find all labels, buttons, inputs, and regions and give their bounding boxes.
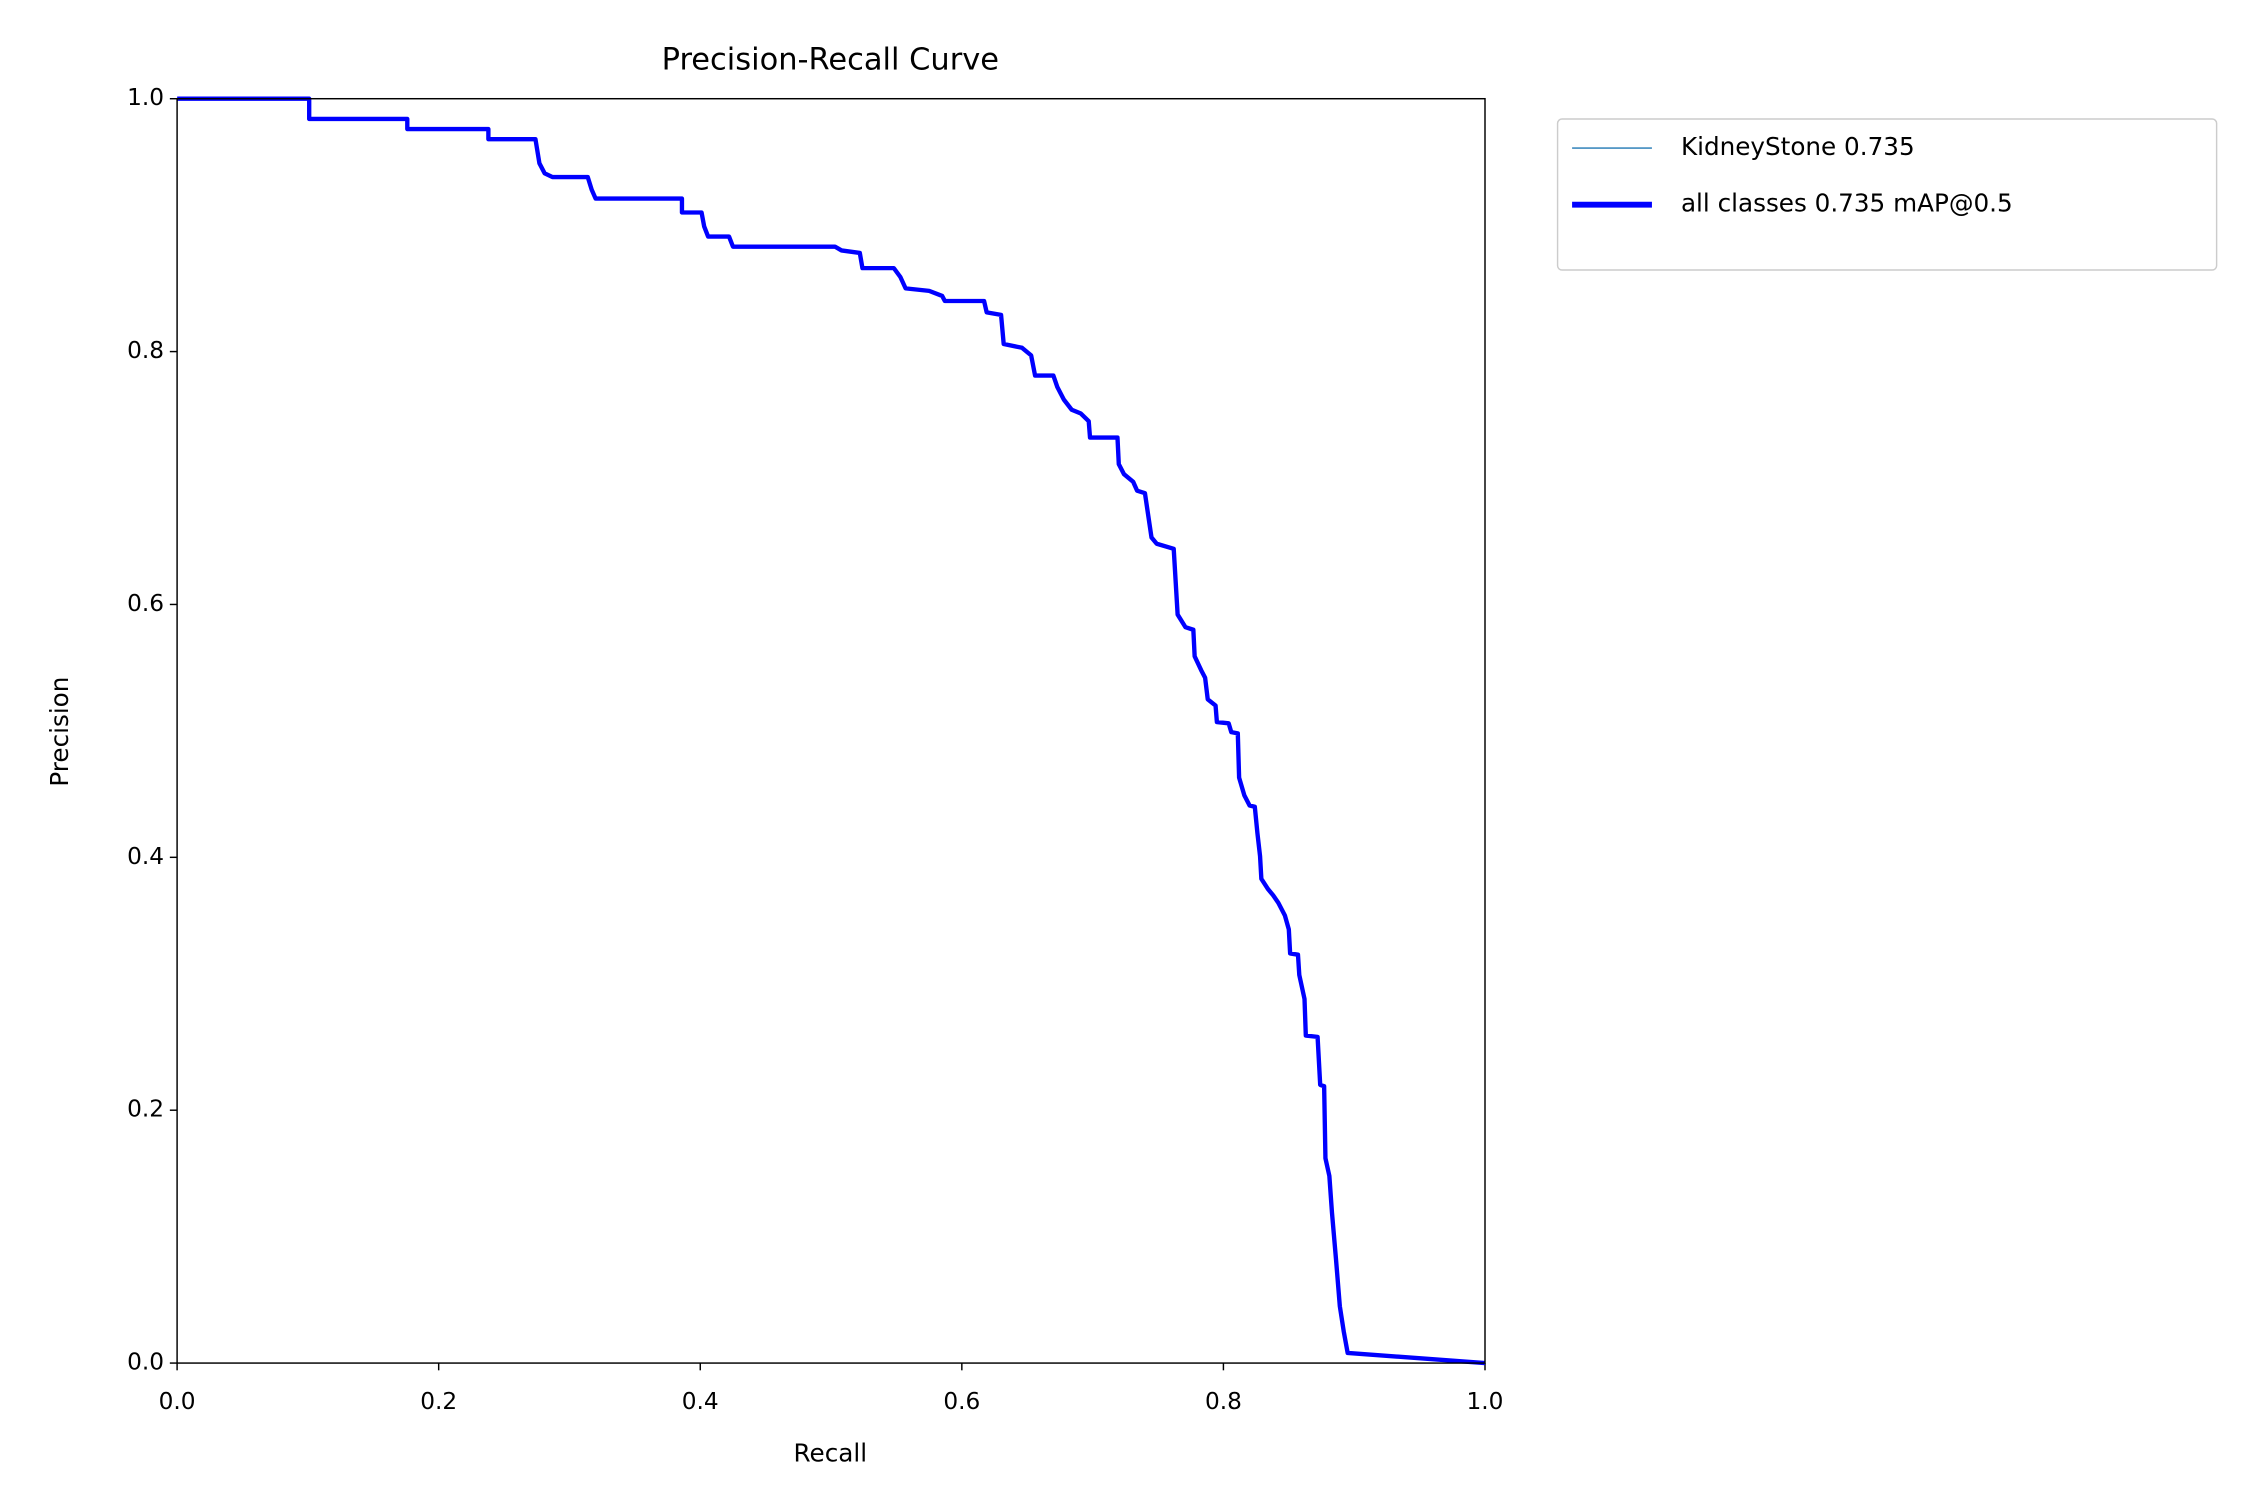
legend-label: KidneyStone 0.735	[1681, 132, 1915, 161]
x-tick-label: 1.0	[1467, 1388, 1504, 1415]
x-tick-label: 0.4	[682, 1388, 719, 1415]
chart-title: Precision-Recall Curve	[662, 42, 999, 77]
x-axis-label: Recall	[794, 1439, 868, 1468]
y-tick-label: 0.2	[127, 1096, 164, 1123]
y-tick-label: 0.8	[127, 337, 164, 364]
y-axis-label: Precision	[45, 677, 74, 787]
y-tick-label: 0.6	[127, 590, 164, 617]
y-tick-label: 0.0	[127, 1349, 164, 1376]
legend-box	[1556, 118, 2218, 271]
x-tick-label: 0.0	[159, 1388, 196, 1415]
legend-label: all classes 0.735 mAP@0.5	[1681, 189, 2013, 218]
plot-frame	[176, 97, 1486, 1364]
series-line	[177, 96, 1486, 1366]
x-tick-label: 0.8	[1205, 1388, 1242, 1415]
x-tick-label: 0.6	[943, 1388, 980, 1415]
y-tick-label: 1.0	[127, 84, 164, 111]
y-tick-label: 0.4	[127, 843, 164, 870]
x-tick-label: 0.2	[420, 1388, 457, 1415]
series-line	[177, 97, 1486, 1364]
